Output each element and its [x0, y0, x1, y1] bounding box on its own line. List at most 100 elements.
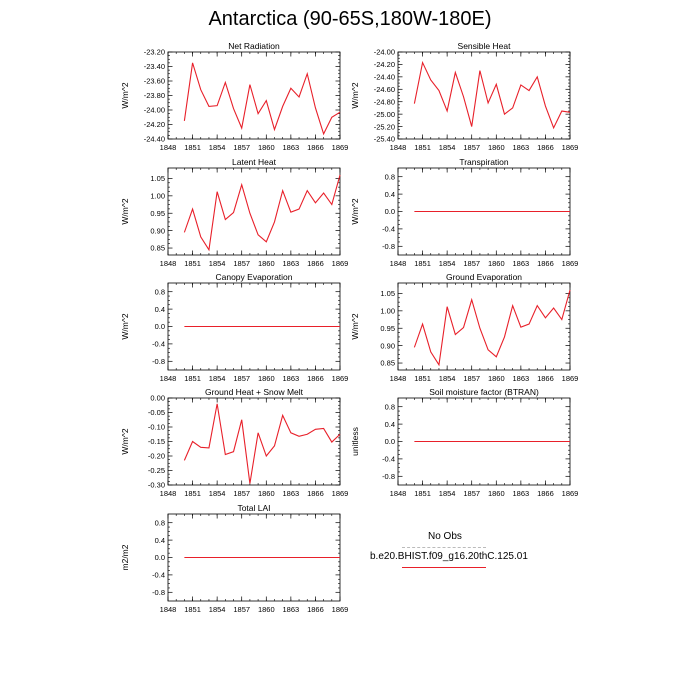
- y-tick-label: 0.85: [380, 359, 395, 368]
- x-tick-label: 1854: [439, 489, 456, 498]
- panel-canopy-evaporation: Canopy Evaporation 1848 1851 1854 1857 1860 18…: [120, 272, 348, 383]
- x-tick-label: 1854: [209, 143, 226, 152]
- x-tick-label: 1869: [562, 374, 579, 383]
- legend-label-no-obs: No Obs: [428, 531, 462, 542]
- y-tick-label: 1.05: [380, 289, 395, 298]
- y-tick-label: -0.05: [148, 408, 165, 417]
- y-tick-label: 0.90: [380, 341, 395, 350]
- y-tick-label: -23.80: [144, 91, 165, 100]
- y-tick-label: -0.4: [152, 340, 165, 349]
- plot-frame: [167, 397, 341, 486]
- x-tick-label: 1851: [414, 489, 431, 498]
- y-tick-label: -24.20: [374, 60, 395, 69]
- y-tick-label: 0.00: [150, 394, 165, 403]
- x-tick-label: 1857: [233, 605, 250, 614]
- y-tick-label: 0.4: [155, 305, 165, 314]
- x-tick-label: 1869: [562, 489, 579, 498]
- panel-total-lai: Total LAI 1848 1851 1854 1857 1860 1863 1866 186…: [120, 503, 348, 614]
- x-tick-label: 1848: [390, 143, 407, 152]
- panel-title: Sensible Heat: [458, 41, 512, 51]
- x-tick-label: 1863: [513, 489, 530, 498]
- y-axis-label: W/m^2: [350, 313, 360, 339]
- x-tick-label: 1854: [209, 605, 226, 614]
- panel-transpiration: Transpiration 1848 1851 1854 1857 1860 1863 186…: [350, 157, 578, 268]
- y-tick-label: 0.8: [385, 172, 395, 181]
- panel-net-radiation: Net Radiation 1848 1851 1854 1857 1860 1863 186…: [120, 41, 348, 152]
- y-tick-label: 0.85: [150, 244, 165, 253]
- x-tick-label: 1854: [209, 489, 226, 498]
- legend-line-model-run: [402, 567, 486, 568]
- y-tick-label: -0.8: [152, 588, 165, 597]
- series-line: [183, 403, 341, 484]
- series-line: [183, 174, 341, 252]
- panel-soil-moisture-factor-btran: Soil moisture factor (BTRAN) 1848 1851 1854…: [350, 387, 578, 498]
- y-tick-label: 1.00: [380, 307, 395, 316]
- y-tick-label: -24.00: [144, 106, 165, 115]
- x-tick-label: 1851: [184, 605, 201, 614]
- panel-title: Soil moisture factor (BTRAN): [429, 387, 539, 397]
- y-tick-label: -23.40: [144, 62, 165, 71]
- x-tick-label: 1860: [488, 143, 505, 152]
- x-tick-label: 1863: [513, 259, 530, 268]
- x-tick-label: 1857: [233, 259, 250, 268]
- x-tick-label: 1848: [160, 605, 177, 614]
- y-tick-label: -0.4: [152, 571, 165, 580]
- x-tick-label: 1863: [283, 374, 300, 383]
- x-tick-label: 1866: [537, 143, 554, 152]
- x-tick-label: 1860: [258, 143, 275, 152]
- y-tick-label: 0.90: [150, 226, 165, 235]
- y-tick-label: 0.8: [385, 402, 395, 411]
- y-tick-label: -0.8: [382, 472, 395, 481]
- x-tick-label: 1848: [160, 259, 177, 268]
- x-tick-label: 1851: [184, 489, 201, 498]
- x-tick-label: 1857: [233, 143, 250, 152]
- y-tick-label: -24.60: [374, 85, 395, 94]
- panel-sensible-heat: Sensible Heat 1848 1851 1854 1857 1860 1863 186…: [350, 41, 578, 152]
- legend-line-no-obs: [402, 547, 486, 548]
- x-tick-label: 1866: [307, 605, 324, 614]
- x-tick-label: 1848: [390, 259, 407, 268]
- x-tick-label: 1863: [513, 374, 530, 383]
- y-tick-label: -0.4: [382, 455, 395, 464]
- x-tick-label: 1857: [463, 489, 480, 498]
- x-tick-label: 1869: [332, 143, 349, 152]
- y-tick-label: -0.4: [382, 225, 395, 234]
- x-tick-label: 1866: [307, 143, 324, 152]
- y-axis-label: W/m^2: [120, 82, 130, 108]
- x-tick-label: 1854: [439, 143, 456, 152]
- panel-title: Total LAI: [237, 503, 270, 513]
- x-tick-label: 1869: [332, 605, 349, 614]
- legend-label-model-run: b.e20.BHIST.f09_g16.20thC.125.01: [370, 551, 528, 562]
- y-tick-label: 0.8: [155, 287, 165, 296]
- x-tick-label: 1851: [414, 374, 431, 383]
- y-tick-label: 0.0: [385, 437, 395, 446]
- y-axis-label: W/m^2: [120, 198, 130, 224]
- x-tick-label: 1851: [414, 143, 431, 152]
- y-tick-label: -0.25: [148, 466, 165, 475]
- series-line: [413, 289, 571, 367]
- x-tick-label: 1869: [562, 259, 579, 268]
- panel-title: Transpiration: [459, 157, 509, 167]
- x-tick-label: 1863: [513, 143, 530, 152]
- x-tick-label: 1866: [537, 374, 554, 383]
- x-tick-label: 1863: [283, 489, 300, 498]
- panel-title: Canopy Evaporation: [215, 272, 292, 282]
- x-tick-label: 1860: [258, 374, 275, 383]
- y-axis-label: unitless: [350, 427, 360, 456]
- x-tick-label: 1866: [307, 259, 324, 268]
- y-axis-label: W/m^2: [120, 313, 130, 339]
- panel-title: Net Radiation: [228, 41, 280, 51]
- y-tick-label: 0.4: [385, 420, 395, 429]
- x-tick-label: 1860: [258, 489, 275, 498]
- x-tick-label: 1851: [184, 259, 201, 268]
- y-tick-label: -0.8: [152, 357, 165, 366]
- y-tick-label: 0.0: [385, 207, 395, 216]
- x-tick-label: 1869: [332, 259, 349, 268]
- y-tick-label: 0.0: [155, 553, 165, 562]
- y-tick-label: -25.40: [374, 135, 395, 144]
- y-tick-label: 0.95: [150, 209, 165, 218]
- panel-title: Ground Heat + Snow Melt: [205, 387, 304, 397]
- x-tick-label: 1866: [537, 259, 554, 268]
- x-tick-label: 1860: [488, 259, 505, 268]
